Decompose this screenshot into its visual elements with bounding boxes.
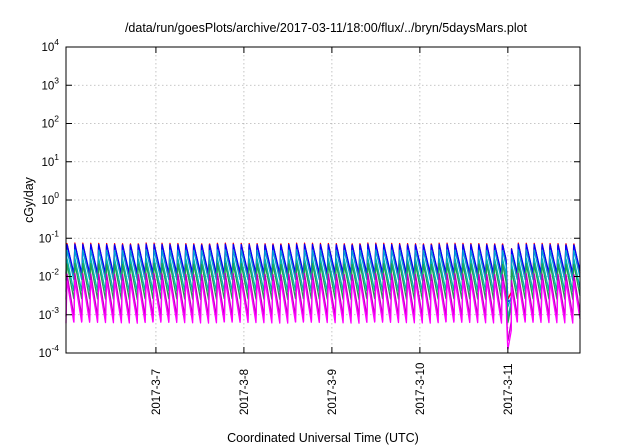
ticks: [66, 46, 580, 354]
y-tick-label: 102: [41, 114, 59, 131]
y-tick-label: 100: [41, 190, 59, 207]
series-line: [65, 279, 581, 350]
y-tick-label: 10-1: [39, 228, 60, 245]
series-line: [65, 249, 581, 308]
y-tick-label: 104: [41, 37, 59, 54]
x-tick-labels: 2017-3-7 2017-3-8 2017-3-9 2017-3-10 2017-3-…: [151, 363, 515, 415]
x-axis-label: Coordinated Universal Time (UTC): [227, 431, 419, 445]
y-tick-labels: 10-4 10-3 10-2 10-1 100 101 102 103 104: [39, 37, 60, 360]
series-line: [65, 262, 581, 324]
y-tick-label: 10-3: [39, 305, 60, 322]
x-tick-label: 2017-3-11: [503, 363, 515, 415]
x-tick-label: 2017-3-8: [239, 369, 251, 415]
y-tick-label: 103: [41, 75, 59, 92]
y-tick-label: 101: [41, 152, 59, 169]
y-tick-label: 10-2: [39, 267, 60, 284]
x-tick-label: 2017-3-9: [327, 369, 339, 415]
y-tick-label: 10-4: [39, 343, 60, 360]
y-axis-label: cGy/day: [22, 176, 36, 223]
x-tick-label: 2017-3-10: [415, 363, 427, 415]
x-tick-label: 2017-3-7: [151, 369, 163, 415]
series-layer: [65, 242, 581, 350]
chart-title: /data/run/goesPlots/archive/2017-03-11/1…: [125, 21, 528, 35]
